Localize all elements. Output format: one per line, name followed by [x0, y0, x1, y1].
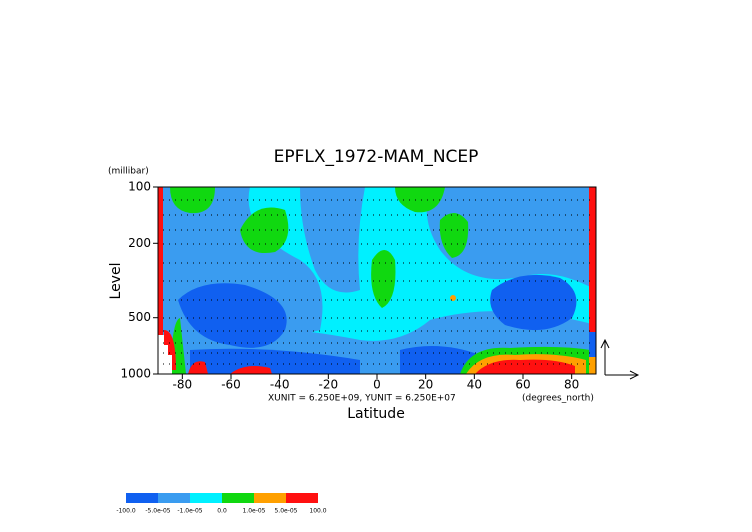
colorbar-label: 5.0e-05 — [274, 508, 297, 515]
y-tick-label: 100 — [128, 180, 151, 194]
colorbar-segment — [126, 493, 158, 503]
x-tick-label: -80 — [173, 378, 193, 392]
colorbar-label: -5.0e-05 — [145, 508, 170, 515]
colorbar: -100.0 -5.0e-05 -1.0e-05 0.0 1.0e-05 5.0e-05 1… — [116, 493, 327, 515]
y-tick-label: 200 — [128, 236, 151, 250]
y-tick-label: 1000 — [120, 367, 151, 381]
y-unit: (millibar) — [108, 167, 149, 177]
colorbar-segment — [254, 493, 286, 503]
axes: -80 -60 -40 -20 0 20 40 60 80 100 200 500 1000 — [120, 180, 579, 392]
x-tick-label: -40 — [270, 378, 290, 392]
x-tick-label: 40 — [467, 378, 482, 392]
colorbar-segment — [190, 493, 222, 503]
x-tick-label: 60 — [515, 378, 530, 392]
contour-band-strong-negative — [178, 274, 577, 374]
x-tick-label: 0 — [373, 378, 381, 392]
colorbar-label: 100.0 — [309, 508, 326, 515]
colorbar-label: 0.0 — [217, 508, 227, 515]
x-tick-label: 20 — [418, 378, 433, 392]
vector-note: XUNIT = 6.250E+09, YUNIT = 6.250E+07 — [268, 394, 456, 404]
colorbar-segment — [158, 493, 190, 503]
x-axis-label: Latitude — [347, 406, 405, 422]
x-tick-label: 80 — [564, 378, 579, 392]
missing-data — [158, 335, 172, 374]
contour-field — [157, 186, 597, 375]
x-tick-label: -20 — [319, 378, 339, 392]
colorbar-label: -100.0 — [116, 508, 136, 515]
edge-band — [589, 357, 596, 374]
colorbar-segment — [222, 493, 254, 503]
colorbar-label: 1.0e-05 — [242, 508, 265, 515]
colorbar-label: -1.0e-05 — [177, 508, 202, 515]
chart-title: EPFLX_1972-MAM_NCEP — [274, 147, 479, 167]
x-tick-label: -60 — [221, 378, 241, 392]
y-axis-label: Level — [108, 263, 124, 300]
colorbar-segment — [286, 493, 318, 503]
edge-band — [589, 332, 596, 357]
reference-vector — [600, 338, 640, 380]
x-unit: (degrees_north) — [522, 394, 594, 404]
y-tick-label: 500 — [128, 310, 151, 324]
